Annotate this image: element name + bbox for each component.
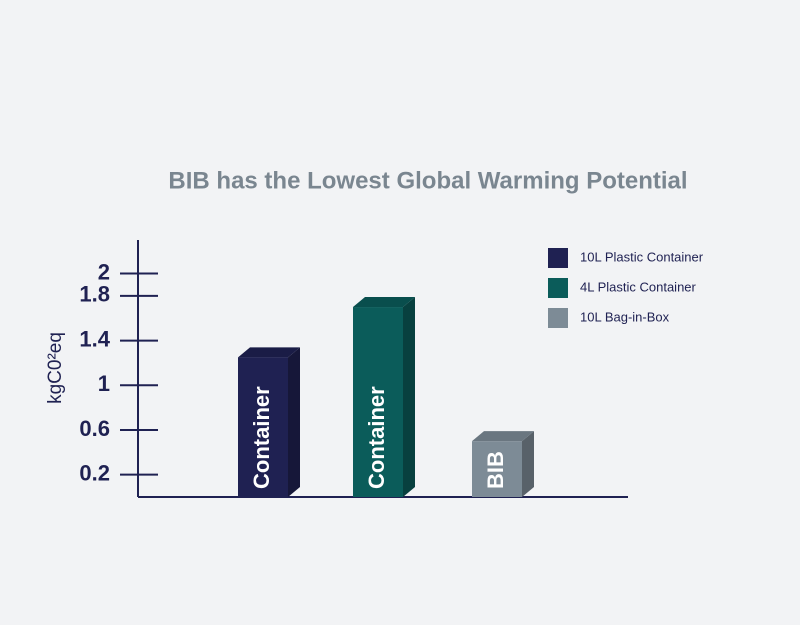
bar-side [522,431,534,497]
bar-top [238,347,300,358]
y-tick-label: 0.6 [79,416,110,441]
legend-label: 10L Plastic Container [580,249,704,264]
y-tick-label: 1.4 [79,326,110,351]
bar-label: Container [364,386,389,489]
bar [472,441,522,497]
bar-top [353,297,415,308]
bar-label: BIB [483,451,508,489]
legend-label: 4L Plastic Container [580,279,697,294]
legend-swatch [548,248,568,268]
y-axis-label: kgC0²eq [45,332,66,404]
bar-top [472,431,534,442]
bar-label: Container [249,386,274,489]
bar-side [403,297,415,497]
y-tick-label: 2 [98,259,110,284]
y-tick-label: 0.2 [79,460,110,485]
legend-label: 10L Bag-in-Box [580,309,670,324]
legend-swatch [548,308,568,328]
bar-side [288,347,300,497]
y-tick-label: 1.8 [79,282,110,307]
legend-swatch [548,278,568,298]
bar [353,307,403,497]
bar [238,357,288,497]
chart-title: BIB has the Lowest Global Warming Potent… [168,167,687,194]
y-tick-label: 1 [98,371,110,396]
